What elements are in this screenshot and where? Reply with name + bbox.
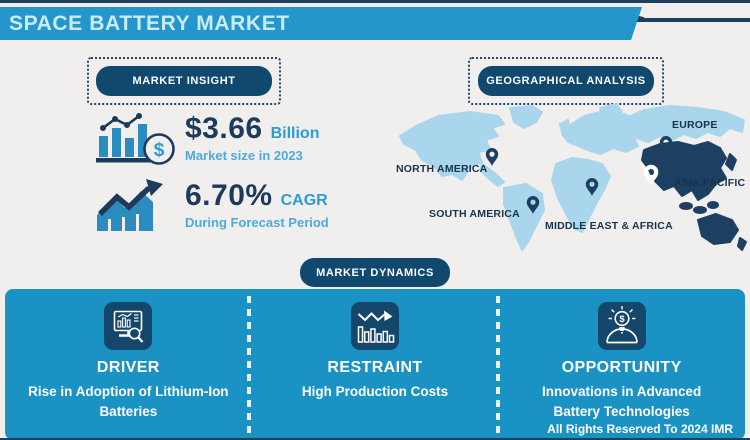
map-pin-north-america	[485, 148, 499, 166]
market-dynamics-badge: MARKET DYNAMICS	[300, 258, 450, 287]
page-title: SPACE BATTERY MARKET	[9, 11, 290, 35]
world-map	[399, 103, 747, 251]
svg-text:$: $	[154, 140, 165, 161]
panel-divider-2	[496, 296, 500, 434]
region-label-south-america: SOUTH AMERICA	[429, 208, 520, 220]
geographical-analysis-badge: GEOGRAPHICAL ANALYSIS	[478, 66, 654, 96]
cagr-stat: 6.70% CAGR During Forecast Period	[185, 179, 329, 230]
svg-text:$: $	[619, 314, 625, 325]
market-dynamics-panel: DRIVER Rise in Adoption of Lithium-Ion B…	[5, 289, 745, 440]
declining-bars-icon	[351, 302, 399, 350]
panel-divider-1	[247, 296, 251, 434]
region-label-north-america: NORTH AMERICA	[396, 163, 488, 175]
region-label-middle-east-africa: MIDDLE EAST & AFRICA	[545, 220, 673, 232]
bottom-border-line	[0, 437, 750, 440]
market-size-value: $3.66	[185, 112, 263, 145]
region-label-europe: EUROPE	[672, 119, 718, 131]
continents-dark	[641, 141, 747, 251]
continents-light	[399, 103, 745, 251]
growth-trend-arrow-icon	[97, 179, 163, 231]
copyright-note: All Rights Reserved To 2024 IMR	[547, 422, 733, 436]
market-size-unit: Billion	[270, 125, 320, 142]
driver-column: DRIVER Rise in Adoption of Lithium-Ion B…	[5, 289, 252, 440]
cagr-caption: During Forecast Period	[185, 215, 329, 230]
driver-description: Rise in Adoption of Lithium-Ion Batterie…	[28, 384, 229, 419]
market-insight-box: MARKET INSIGHT	[87, 57, 281, 105]
geographical-analysis-box: GEOGRAPHICAL ANALYSIS	[468, 57, 664, 105]
restraint-description: High Production Costs	[301, 384, 449, 399]
restraint-column: RESTRAINT High Production Costs	[252, 289, 499, 440]
driver-title: DRIVER	[96, 359, 160, 376]
top-border-line	[0, 0, 750, 3]
opportunity-title: OPPORTUNITY	[561, 359, 682, 376]
restraint-title: RESTRAINT	[327, 359, 423, 376]
ribbon-tail-line	[634, 18, 750, 22]
bulb-dollar-icon: $	[597, 302, 646, 350]
region-label-asia-pacific: ASIA PACIFIC	[674, 177, 746, 189]
bar-chart-dollar-icon: $	[96, 113, 175, 165]
cagr-unit: CAGR	[280, 192, 328, 209]
market-size-stat: $3.66 Billion Market size in 2023	[185, 112, 319, 163]
market-insight-badge: MARKET INSIGHT	[96, 66, 272, 96]
title-ribbon: SPACE BATTERY MARKET	[0, 7, 642, 40]
cagr-value: 6.70%	[185, 179, 273, 212]
opportunity-description: Innovations in Advanced Battery Technolo…	[542, 384, 702, 419]
opportunity-column: $ OPPORTUNITY Innovations in Advanced Ba…	[498, 289, 745, 440]
monitor-analytics-icon	[104, 302, 153, 350]
market-size-caption: Market size in 2023	[185, 148, 303, 163]
